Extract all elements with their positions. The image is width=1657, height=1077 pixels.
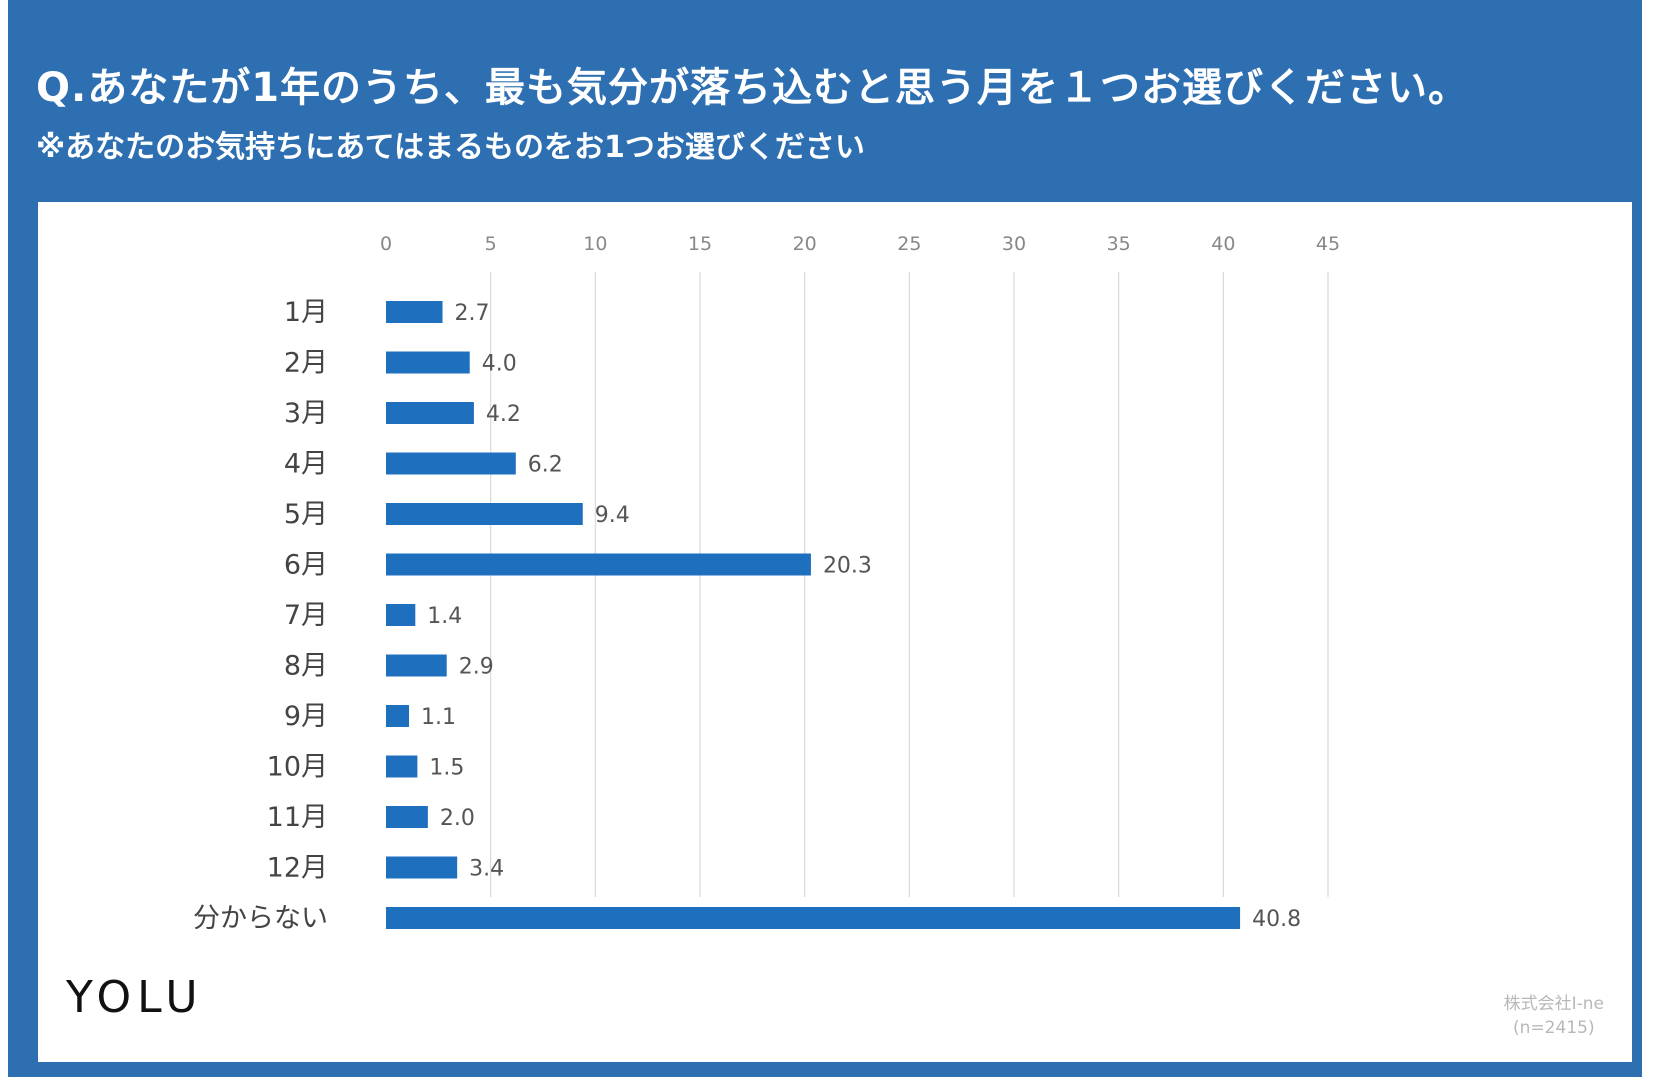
header-frame: Q.あなたが1年のうち、最も気分が落ち込むと思う月を１つお選びください。 ※あな… — [8, 0, 1642, 1077]
data-label: 4.2 — [486, 402, 521, 427]
bar — [386, 856, 458, 879]
bar — [386, 301, 443, 323]
x-tick-label: 40 — [1211, 233, 1235, 255]
category-label: 8月 — [284, 651, 328, 682]
category-label: 3月 — [284, 398, 328, 429]
data-label: 40.8 — [1252, 907, 1301, 932]
bar — [386, 654, 447, 677]
x-tick-label: 20 — [793, 233, 817, 255]
yolu-logo: YOLU — [66, 972, 204, 1023]
category-label: 5月 — [284, 499, 328, 530]
bar — [386, 351, 470, 374]
category-label: 12月 — [267, 853, 328, 884]
chart-panel: 0 5 10 15 20 25 30 35 40 45 1月 2.7 2月 4.0 3月 4.2 4月 6.2 5月… — [38, 202, 1632, 1062]
category-label: 4月 — [284, 449, 328, 480]
bar — [386, 755, 418, 778]
x-tick-label: 45 — [1316, 233, 1340, 255]
category-label: 1月 — [284, 297, 328, 328]
data-label: 1.4 — [427, 604, 462, 629]
x-tick-label: 5 — [485, 233, 497, 255]
data-label: 9.4 — [595, 503, 630, 528]
chart-question-subtitle: ※あなたのお気持ちにあてはまるものをお1つお選びください — [36, 130, 865, 165]
chart-question-title: Q.あなたが1年のうち、最も気分が落ち込むと思う月を１つお選びください。 — [36, 65, 1470, 111]
category-label: 11月 — [267, 802, 328, 833]
data-label: 20.3 — [823, 554, 872, 579]
bar — [386, 604, 416, 626]
bar — [386, 907, 1241, 929]
credit-company: 株式会社I-ne — [1503, 994, 1604, 1014]
data-label: 3.4 — [469, 857, 504, 882]
bar — [386, 402, 474, 424]
data-label: 2.9 — [459, 655, 494, 680]
data-label: 2.0 — [440, 806, 475, 831]
bar — [386, 806, 428, 828]
data-label: 1.5 — [429, 756, 464, 781]
x-tick-label: 15 — [688, 233, 712, 255]
data-label: 2.7 — [455, 301, 490, 326]
source-credit: 株式会社I-ne (n=2415) — [1504, 992, 1604, 1040]
x-tick-label: 30 — [1002, 233, 1026, 255]
data-label: 6.2 — [528, 453, 563, 478]
bar — [386, 705, 410, 727]
bar-chart: 0 5 10 15 20 25 30 35 40 45 1月 2.7 2月 4.0 3月 4.2 4月 6.2 5月… — [193, 233, 1340, 934]
data-label: 4.0 — [482, 352, 517, 377]
bar — [386, 503, 583, 525]
category-label: 分からない — [193, 903, 328, 934]
category-label: 2月 — [284, 348, 328, 379]
x-tick-label: 35 — [1107, 233, 1131, 255]
x-tick-label: 10 — [583, 233, 607, 255]
category-label: 7月 — [284, 600, 328, 631]
bar — [386, 553, 811, 576]
credit-sample-size: (n=2415) — [1513, 1018, 1595, 1038]
bar — [386, 452, 516, 475]
category-label: 6月 — [284, 550, 328, 581]
x-tick-label: 0 — [380, 233, 392, 255]
category-label: 10月 — [267, 752, 328, 783]
x-tick-label: 25 — [897, 233, 921, 255]
category-label: 9月 — [284, 701, 328, 732]
data-label: 1.1 — [421, 705, 456, 730]
